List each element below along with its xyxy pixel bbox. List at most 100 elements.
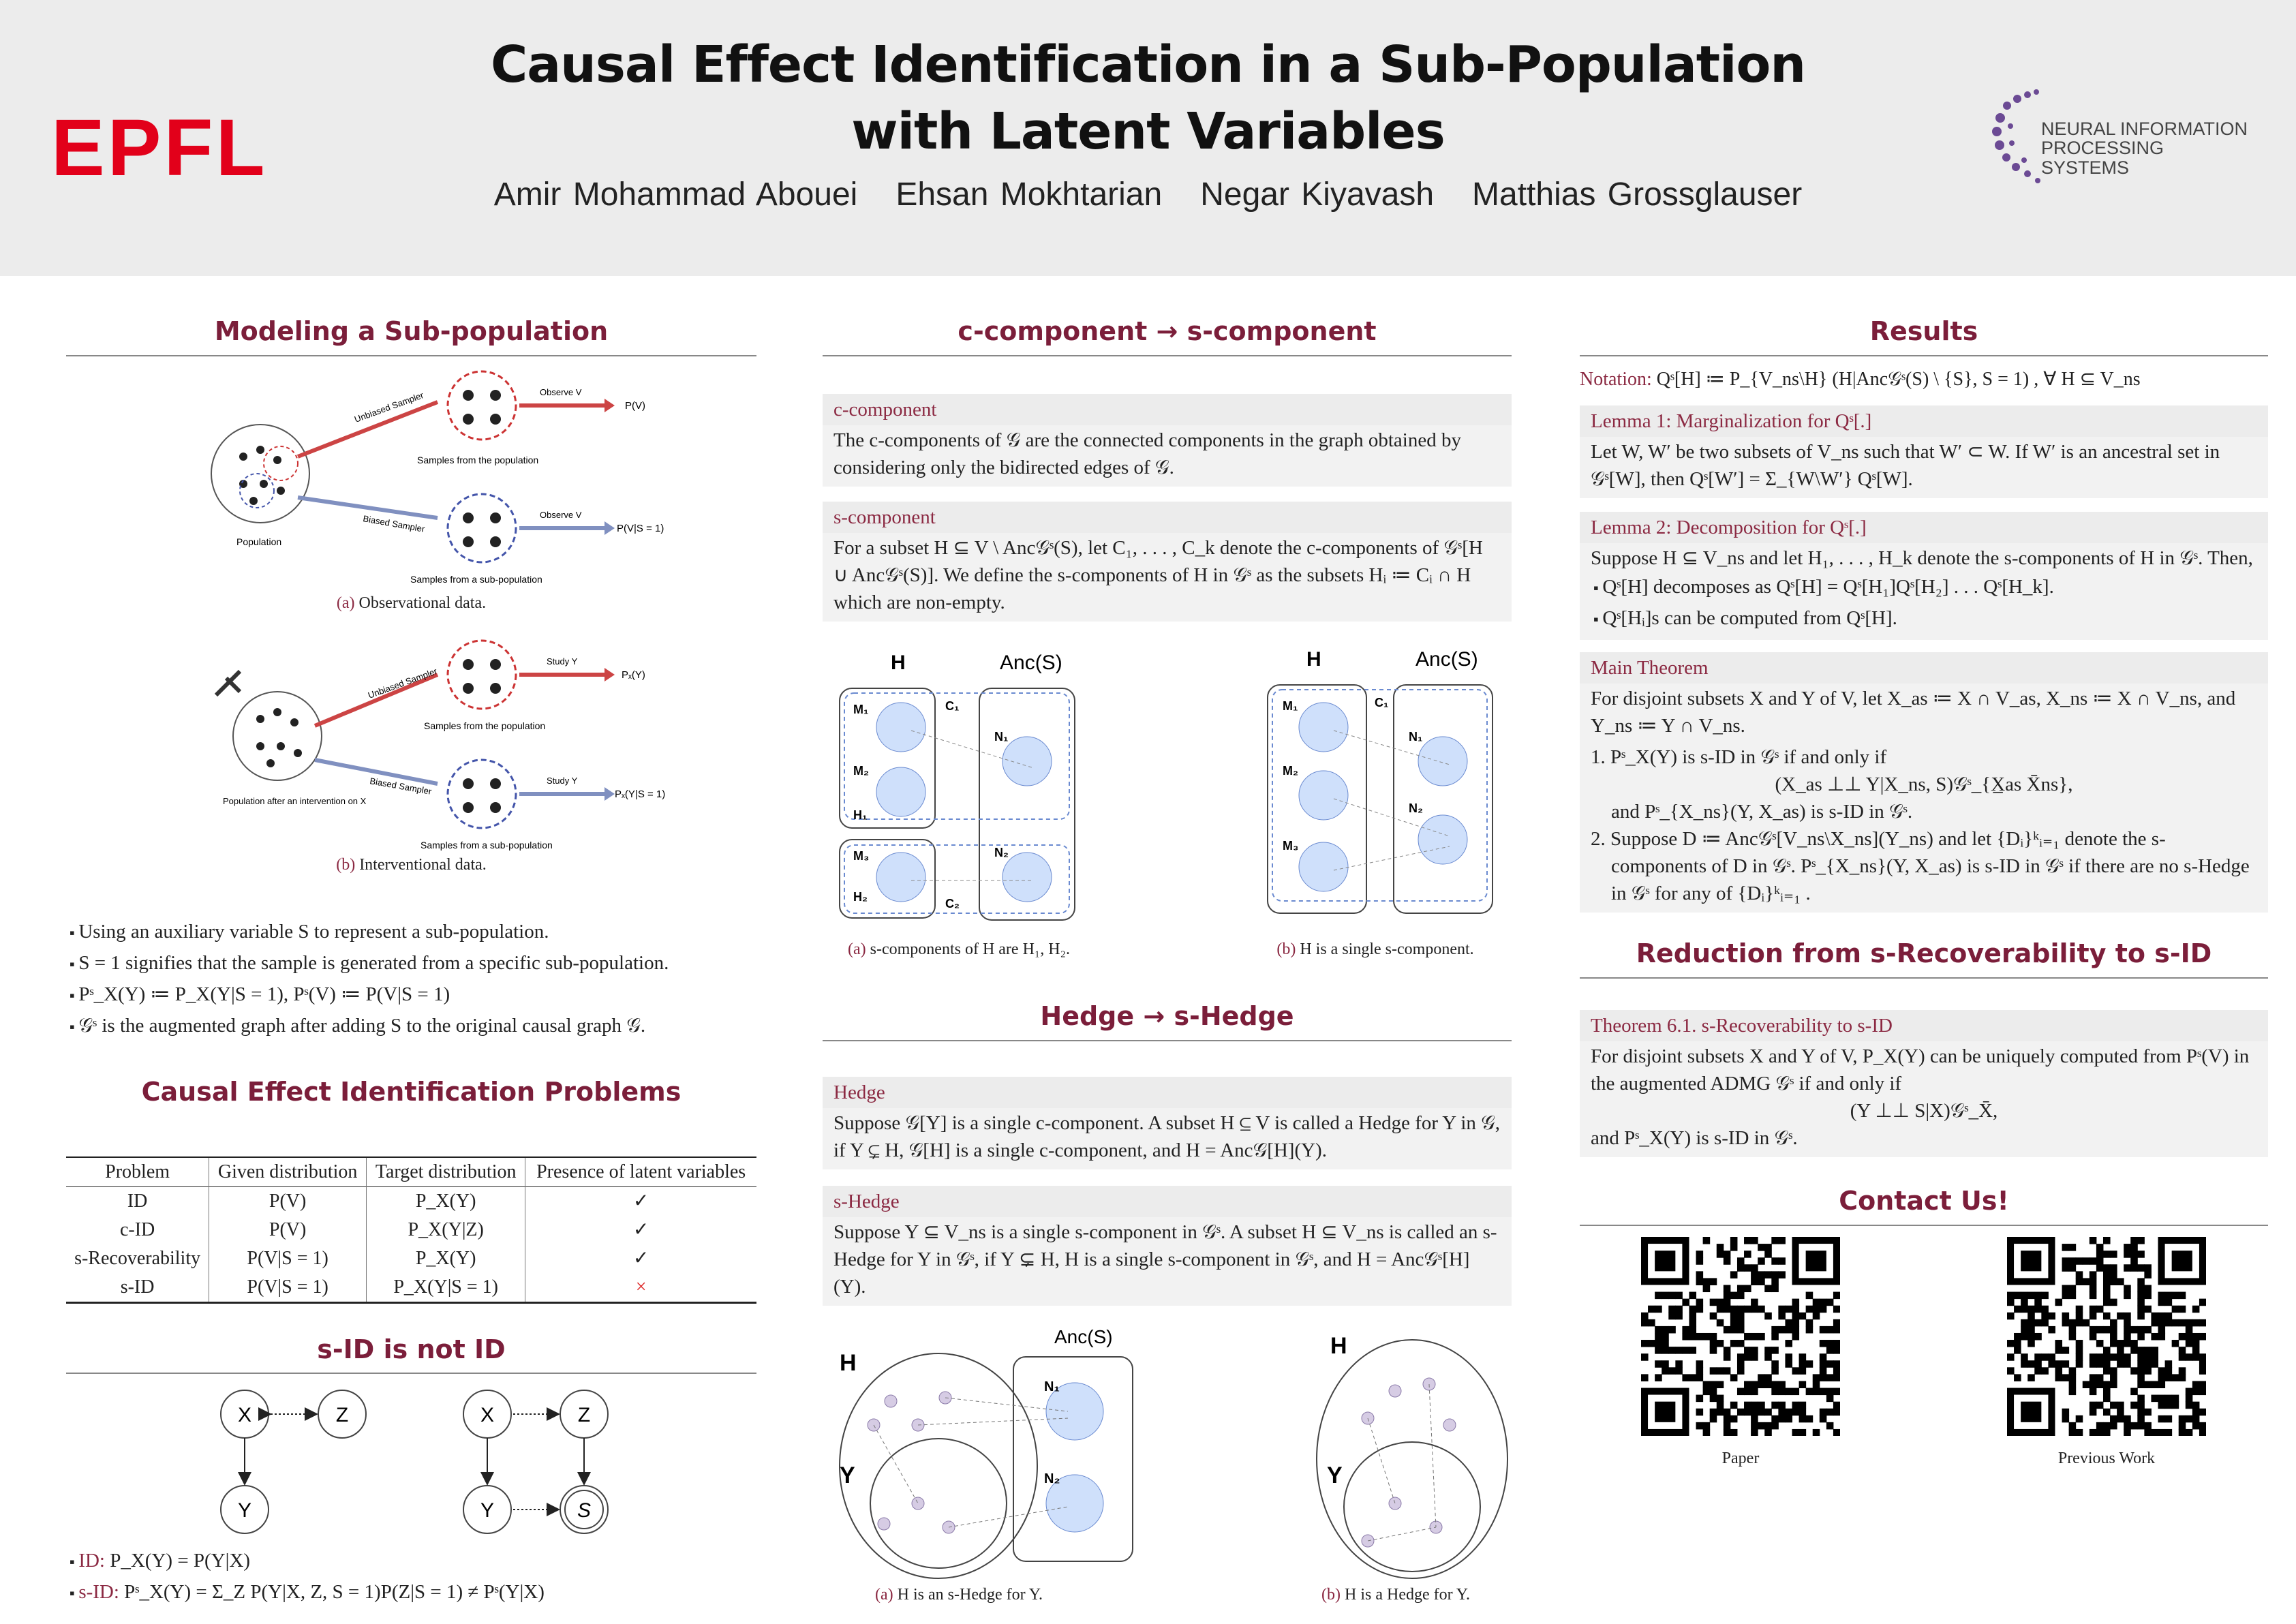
figure-caption: (a) s-components of H are H₁, H₂.: [848, 940, 1070, 958]
distribution-label: Pₓ(Y): [622, 669, 645, 681]
h-label: H: [1306, 648, 1321, 671]
figure-caption: (b) Interventional data.: [336, 856, 487, 874]
problems-table: Problem Given distribution Target distribu…: [66, 1156, 756, 1304]
divider: [823, 355, 1512, 356]
table-row: c-ID P(V) P_X(Y|Z) ✓: [66, 1216, 756, 1244]
table-row: s-ID P(V|S = 1) P_X(Y|S = 1) ×: [66, 1273, 756, 1303]
h-label: H: [891, 652, 906, 674]
divider: [1580, 1225, 2268, 1226]
middle-column: c-component → s-component c-component The…: [823, 315, 1512, 1604]
node-s: S: [577, 1499, 591, 1522]
study-label: Study Y: [547, 656, 578, 667]
notation: Notation: Qˢ[H] ≔ P_{V_ns\H} (H|Anc𝒢ˢ(S)…: [1580, 369, 2141, 390]
poster-header: [0, 0, 2296, 276]
section-heading-problems: Causal Effect Identification Problems: [141, 1077, 682, 1107]
bullet: s-ID: Pˢ_X(Y) = Σ_Z P(Y|X, Z, S = 1)P(Z|…: [70, 1577, 545, 1608]
section-heading-modeling: Modeling a Sub-population: [214, 316, 609, 346]
bullet: Using an auxiliary variable S to represe…: [70, 917, 669, 948]
node-z: Z: [578, 1404, 590, 1426]
poster-title-line2: with Latent Variables: [851, 102, 1445, 161]
node-label: N₂: [1044, 1471, 1060, 1486]
node-x: X: [238, 1404, 251, 1426]
node-label: C₁: [1375, 696, 1388, 709]
anc-label: Anc(S): [1054, 1326, 1113, 1347]
right-column: Results Notation: Qˢ[H] ≔ P_{V_ns\H} (H|…: [1580, 315, 2268, 1475]
author: Matthias Grossglauser: [1472, 177, 1803, 213]
node-label: M₃: [1283, 839, 1298, 853]
bullet: 𝒢ˢ is the augmented graph after adding S…: [70, 1011, 669, 1042]
figure-caption: (a) Observational data.: [336, 594, 487, 612]
observational-data-figure: Unbiased Sampler Biased Sampler Observe …: [211, 370, 664, 585]
observe-label: Observe V: [540, 387, 582, 397]
node-label: M₁: [1283, 699, 1298, 713]
figure-caption: (b) H is a Hedge for Y.: [1321, 1586, 1470, 1604]
node-label: M₂: [1283, 764, 1298, 778]
neurips-dots-icon: [1992, 89, 2040, 183]
section-heading-ccomponent: c-component → s-component: [958, 316, 1377, 346]
definition-box-ccomponent: c-component The c-components of 𝒢 are the…: [823, 394, 1512, 487]
node-label: N₁: [1409, 730, 1422, 744]
section-heading-results: Results: [1869, 316, 1978, 346]
definition-box-shedge: s-Hedge Suppose Y ⊆ V_ns is a single s-co…: [823, 1186, 1512, 1306]
divider: [1580, 977, 2268, 979]
population-label: Population after an intervention on X: [223, 796, 367, 806]
divider: [66, 1373, 756, 1374]
previous-work-qr-code[interactable]: [2007, 1237, 2207, 1437]
qr-label: Previous Work: [2057, 1450, 2156, 1467]
author: Ehsan Mokhtarian: [896, 177, 1163, 213]
section-heading-hedge: Hedge → s-Hedge: [1040, 1001, 1294, 1031]
h-label: H: [840, 1350, 857, 1376]
figure-caption: (b) H is a single s-component.: [1276, 940, 1474, 958]
column-header: Given distribution: [209, 1157, 367, 1187]
sid-graphs: X Z Y X Z Y S: [220, 1390, 609, 1534]
hammer-icon: [214, 669, 242, 697]
section-heading-reduction: Reduction from s-Recoverability to s-ID: [1636, 938, 2212, 968]
bullet: ID: P_X(Y) = P(Y|X): [70, 1546, 545, 1577]
table-row: ID P(V) P_X(Y) ✓: [66, 1186, 756, 1216]
node-label: N₂: [994, 846, 1009, 859]
column-header: Problem: [105, 1161, 170, 1182]
node-label: M₃: [853, 849, 869, 863]
node-z: Z: [336, 1404, 348, 1426]
anc-label: Anc(S): [1415, 648, 1478, 671]
figure-caption: (a) H is an s-Hedge for Y.: [875, 1586, 1043, 1604]
bullet: S = 1 signifies that the sample is gener…: [70, 948, 669, 979]
lemma2-box: Lemma 2: Decomposition for Qˢ[.] Suppose …: [1580, 512, 2268, 640]
distribution-label: P(V|S = 1): [617, 523, 664, 534]
theorem-box: Theorem 6.1. s-Recoverability to s-ID For…: [1580, 1010, 2268, 1157]
divider: [66, 355, 756, 356]
table-row: s-Recoverability P(V|S = 1) P_X(Y) ✓: [66, 1244, 756, 1273]
bullet: Pˢ_X(Y) ≔ P_X(Y|S = 1), Pˢ(V) ≔ P(V|S = …: [70, 979, 669, 1011]
node-label: M₂: [853, 764, 869, 778]
paper-qr-code[interactable]: [1641, 1237, 1841, 1437]
neurips-line1: NEURAL INFORMATION: [2041, 119, 2248, 139]
neurips-logo: NEURAL INFORMATION PROCESSING SYSTEMS: [1990, 85, 2249, 194]
sid-bullets: ID: P_X(Y) = P(Y|X) s-ID: Pˢ_X(Y) = Σ_Z …: [70, 1546, 545, 1608]
distribution-label: P(V): [625, 400, 645, 412]
unbiased-sampler-label: Unbiased Sampler: [367, 666, 439, 701]
section-heading-contact: Contact Us!: [1839, 1186, 2009, 1216]
node-x: X: [480, 1404, 494, 1426]
bullet: Qˢ[H] decomposes as Qˢ[H] = Qˢ[H₁]Qˢ[H₂]…: [1593, 572, 2257, 603]
population-label: Population: [236, 536, 281, 547]
epfl-logo: EPFL: [51, 103, 268, 193]
y-label: Y: [1327, 1462, 1343, 1488]
author: Amir Mohammad Abouei: [493, 177, 858, 213]
neurips-line2: PROCESSING SYSTEMS: [2041, 138, 2164, 178]
column-header: Presence of latent variables: [525, 1157, 756, 1187]
qr-pattern-icon: [2007, 1237, 2207, 1437]
divider: [823, 1040, 1512, 1041]
definition-box-hedge: Hedge Suppose 𝒢[Y] is a single c-componen…: [823, 1077, 1512, 1169]
lemma1-box: Lemma 1: Marginalization for Qˢ[.] Let W,…: [1580, 405, 2268, 498]
hedge-figures: H Y H Y Anc(S) N₁ N₂: [839, 1326, 1508, 1579]
author: Negar Kiyavash: [1200, 177, 1435, 213]
node-label: H₁: [853, 808, 867, 822]
h-label: H: [1330, 1333, 1347, 1359]
node-y: Y: [480, 1499, 494, 1522]
node-label: M₁: [853, 703, 868, 716]
samples-label: Samples from a sub-population: [410, 574, 542, 585]
node-label: N₁: [1044, 1379, 1060, 1394]
poster-title-line1: Causal Effect Identification in a Sub-Po…: [490, 35, 1806, 94]
node-label: N₁: [994, 730, 1008, 744]
qr-pattern-icon: [1641, 1237, 1841, 1437]
